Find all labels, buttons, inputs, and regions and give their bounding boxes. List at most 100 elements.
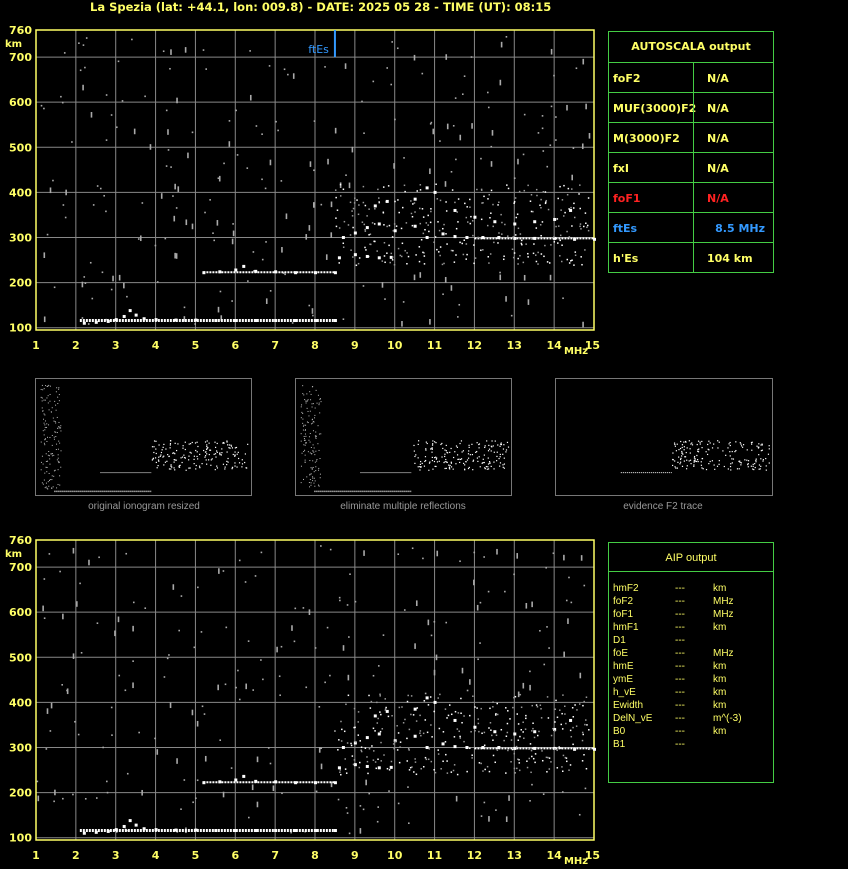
thumb-dot <box>750 465 752 467</box>
noise-dot <box>183 306 186 309</box>
noise-dot <box>260 659 262 661</box>
noise-dot <box>567 618 569 624</box>
thumb-dot <box>177 443 179 445</box>
noise-dot <box>81 317 84 319</box>
thumb-dot <box>431 444 434 446</box>
trace-point <box>489 217 491 219</box>
thumb-dot <box>459 461 461 464</box>
trace-point <box>531 704 534 707</box>
noise-dot <box>222 791 225 798</box>
trace-point <box>496 749 499 751</box>
noise-dot <box>308 225 311 231</box>
thumb-dot <box>57 469 59 471</box>
trace-point <box>578 703 581 705</box>
noise-dot <box>231 300 233 302</box>
noise-dot <box>424 692 427 695</box>
thumb-dot <box>152 458 154 460</box>
trace-point <box>574 251 577 253</box>
noise-dot <box>191 131 194 134</box>
thumb-dot <box>674 460 676 462</box>
trace-point <box>460 712 462 715</box>
thumb-dot <box>484 445 486 447</box>
thumb-dot <box>415 454 417 456</box>
noise-dot <box>125 552 128 555</box>
thumb-dot <box>214 453 217 455</box>
noise-dot <box>219 290 222 293</box>
trace-point <box>335 217 337 219</box>
noise-dot <box>72 547 75 554</box>
thumb-dot <box>301 452 303 454</box>
thumb-dot <box>487 450 490 452</box>
trace-point <box>454 201 456 204</box>
noise-dot <box>293 640 296 643</box>
trace-point <box>388 769 391 771</box>
thumb-dot <box>477 460 479 463</box>
trace-point <box>480 762 482 765</box>
noise-dot <box>546 165 549 168</box>
noise-dot <box>496 548 498 555</box>
noise-dot <box>483 801 486 804</box>
thumb-dot <box>42 430 44 432</box>
thumb-dot <box>244 453 246 455</box>
noise-dot <box>315 790 318 793</box>
x-tick-label: 13 <box>507 849 522 862</box>
trace-point <box>453 208 457 212</box>
trace-point <box>461 242 463 245</box>
thumb-dot <box>444 453 446 455</box>
trace-point <box>368 747 371 750</box>
noise-dot <box>261 258 264 261</box>
thumb-dot <box>163 464 165 466</box>
thumb-dot <box>224 466 226 468</box>
noise-dot <box>499 79 502 86</box>
trace-point <box>445 210 448 212</box>
trace-point <box>562 694 564 696</box>
thumb-dot <box>42 410 44 412</box>
noise-dot <box>338 596 341 599</box>
thumb-dot <box>53 454 55 456</box>
trace-point <box>568 236 571 238</box>
thumb-dot <box>54 400 56 402</box>
trace-point <box>513 732 517 736</box>
trace-point <box>427 758 430 761</box>
noise-dot <box>228 120 231 122</box>
trace-point <box>399 746 401 748</box>
noise-dot <box>320 545 322 547</box>
thumb-dot <box>739 442 741 444</box>
thumb-dot <box>310 446 312 448</box>
noise-dot <box>541 127 544 130</box>
thumb-dot <box>305 400 307 402</box>
trace-point <box>514 772 517 774</box>
thumb-dot <box>318 485 320 487</box>
thumb-dot <box>318 449 320 451</box>
thumb-dot <box>60 430 62 432</box>
trace-point <box>571 188 573 190</box>
thumb-dot <box>216 450 218 452</box>
noise-dot <box>429 168 431 175</box>
trace-point <box>344 758 346 760</box>
thumb-dot <box>444 455 446 458</box>
thumb-dot <box>417 443 419 446</box>
thumb-dot <box>502 448 505 450</box>
noise-dot <box>83 276 86 278</box>
thumb-dot <box>493 461 495 463</box>
thumb-dot <box>227 461 229 463</box>
thumb-dot <box>445 450 447 452</box>
trace-point <box>473 244 475 246</box>
aip-row: D1 --- <box>613 635 773 648</box>
thumb-dot <box>306 421 308 423</box>
thumb-dot <box>488 448 491 450</box>
noise-dot <box>173 215 176 222</box>
autoscala-panel: AUTOSCALA output foF2 N/A MUF(3000)F2 N/A M(… <box>608 31 774 273</box>
trace-point <box>593 747 596 751</box>
thumb-dot <box>746 459 748 461</box>
autoscala-value: 8.5 MHz <box>715 222 765 235</box>
trace-point <box>536 706 539 708</box>
thumb-dot <box>60 450 62 452</box>
noise-dot <box>53 286 56 289</box>
trace-point <box>423 252 425 254</box>
thumb-dot <box>463 462 465 465</box>
thumb-dot <box>730 463 732 465</box>
thumb-dot <box>48 455 50 457</box>
trace-point <box>436 248 438 251</box>
noise-dot <box>347 674 350 681</box>
